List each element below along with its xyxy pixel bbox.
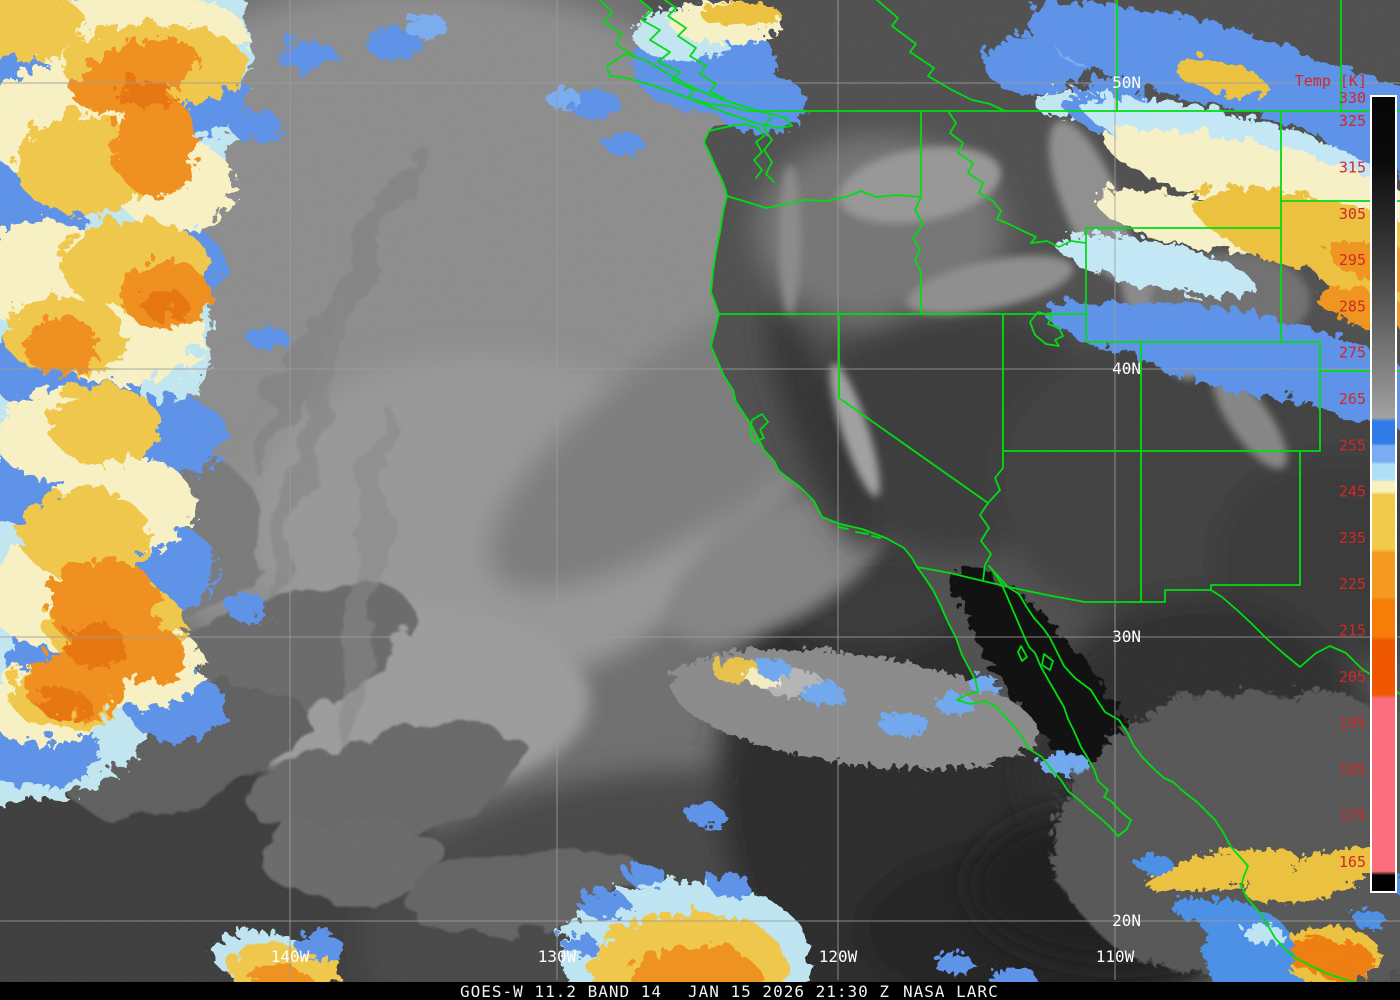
vancouver-island (606, 53, 793, 129)
caption-datetime: JAN 15 2026 21:30 Z (688, 982, 891, 1000)
colorbar-tick-label: 235 (1339, 529, 1366, 547)
colorbar-tick-label: 185 (1339, 760, 1366, 778)
canada-borders (755, 0, 1400, 112)
colorbar-tick-label: 315 (1339, 158, 1366, 176)
great-salt-lake (1029, 311, 1064, 347)
colorbar-tick-label: 255 (1339, 436, 1366, 454)
caption-bar: GOES-W 11.2 BAND 14 JAN 15 2026 21:30 Z … (0, 982, 1400, 1000)
map-boundaries (599, 0, 1400, 982)
latitude-label: 40N (1112, 359, 1141, 378)
latlon-labels: 50N 40N 30N 20N 140W 130W 120W 110W (271, 73, 1141, 966)
colorbar-tick-label: 265 (1339, 390, 1366, 408)
sf-bay (749, 413, 769, 443)
colorbar-tick-label: 195 (1339, 714, 1366, 732)
colorbar-tick-label: 205 (1339, 668, 1366, 686)
state-borders (718, 110, 1400, 603)
colorbar: Temp [K] 330 325 315 305 295 285 275 265 255 245 2… (1295, 72, 1397, 893)
colorbar-tick-label: 295 (1339, 251, 1366, 269)
colorbar-tick-label: 285 (1339, 297, 1366, 315)
longitude-label: 110W (1096, 947, 1135, 966)
colorbar-tick-label: 245 (1339, 483, 1366, 501)
latitude-label: 50N (1112, 73, 1141, 92)
channel-islands (837, 526, 881, 539)
colorbar-tick-labels: 330 325 315 305 295 285 275 265 255 245 235 225 215 2… (1339, 89, 1366, 871)
colorbar-tick-label: 175 (1339, 807, 1366, 825)
longitude-label: 120W (819, 947, 858, 966)
bc-coast (599, 0, 757, 112)
longitude-label: 130W (538, 947, 577, 966)
colorbar-tick-label: 225 (1339, 575, 1366, 593)
baja-coast (916, 565, 1132, 837)
caption-source: GOES-W 11.2 BAND 14 (460, 982, 663, 1000)
caption-credit: NASA LARC (903, 982, 999, 1000)
colorado-river-border (979, 450, 1004, 582)
mexico-mainland-coast (988, 565, 1357, 982)
gulf-islands (1017, 645, 1054, 671)
us-mexico-border (916, 566, 1301, 603)
latitude-label: 30N (1112, 627, 1141, 646)
colorbar-tick-label: 325 (1339, 112, 1366, 130)
colorbar-tick-label: 305 (1339, 205, 1366, 223)
ca-nv-border (838, 313, 989, 504)
rio-grande (1210, 589, 1400, 695)
colorbar-tick-label: 275 (1339, 344, 1366, 362)
latitude-label: 20N (1112, 911, 1141, 930)
colorbar-tick-label: 215 (1339, 621, 1366, 639)
puget-sound (708, 117, 775, 183)
colorbar-tick-label: 330 (1339, 89, 1366, 107)
columbia-river-border (726, 190, 922, 209)
longitude-label: 140W (271, 947, 310, 966)
colorbar-tick-label: 165 (1339, 853, 1366, 871)
colorbar-scale (1370, 95, 1397, 893)
pacific-coast (703, 130, 918, 568)
colorbar-title: Temp [K] (1295, 72, 1367, 90)
